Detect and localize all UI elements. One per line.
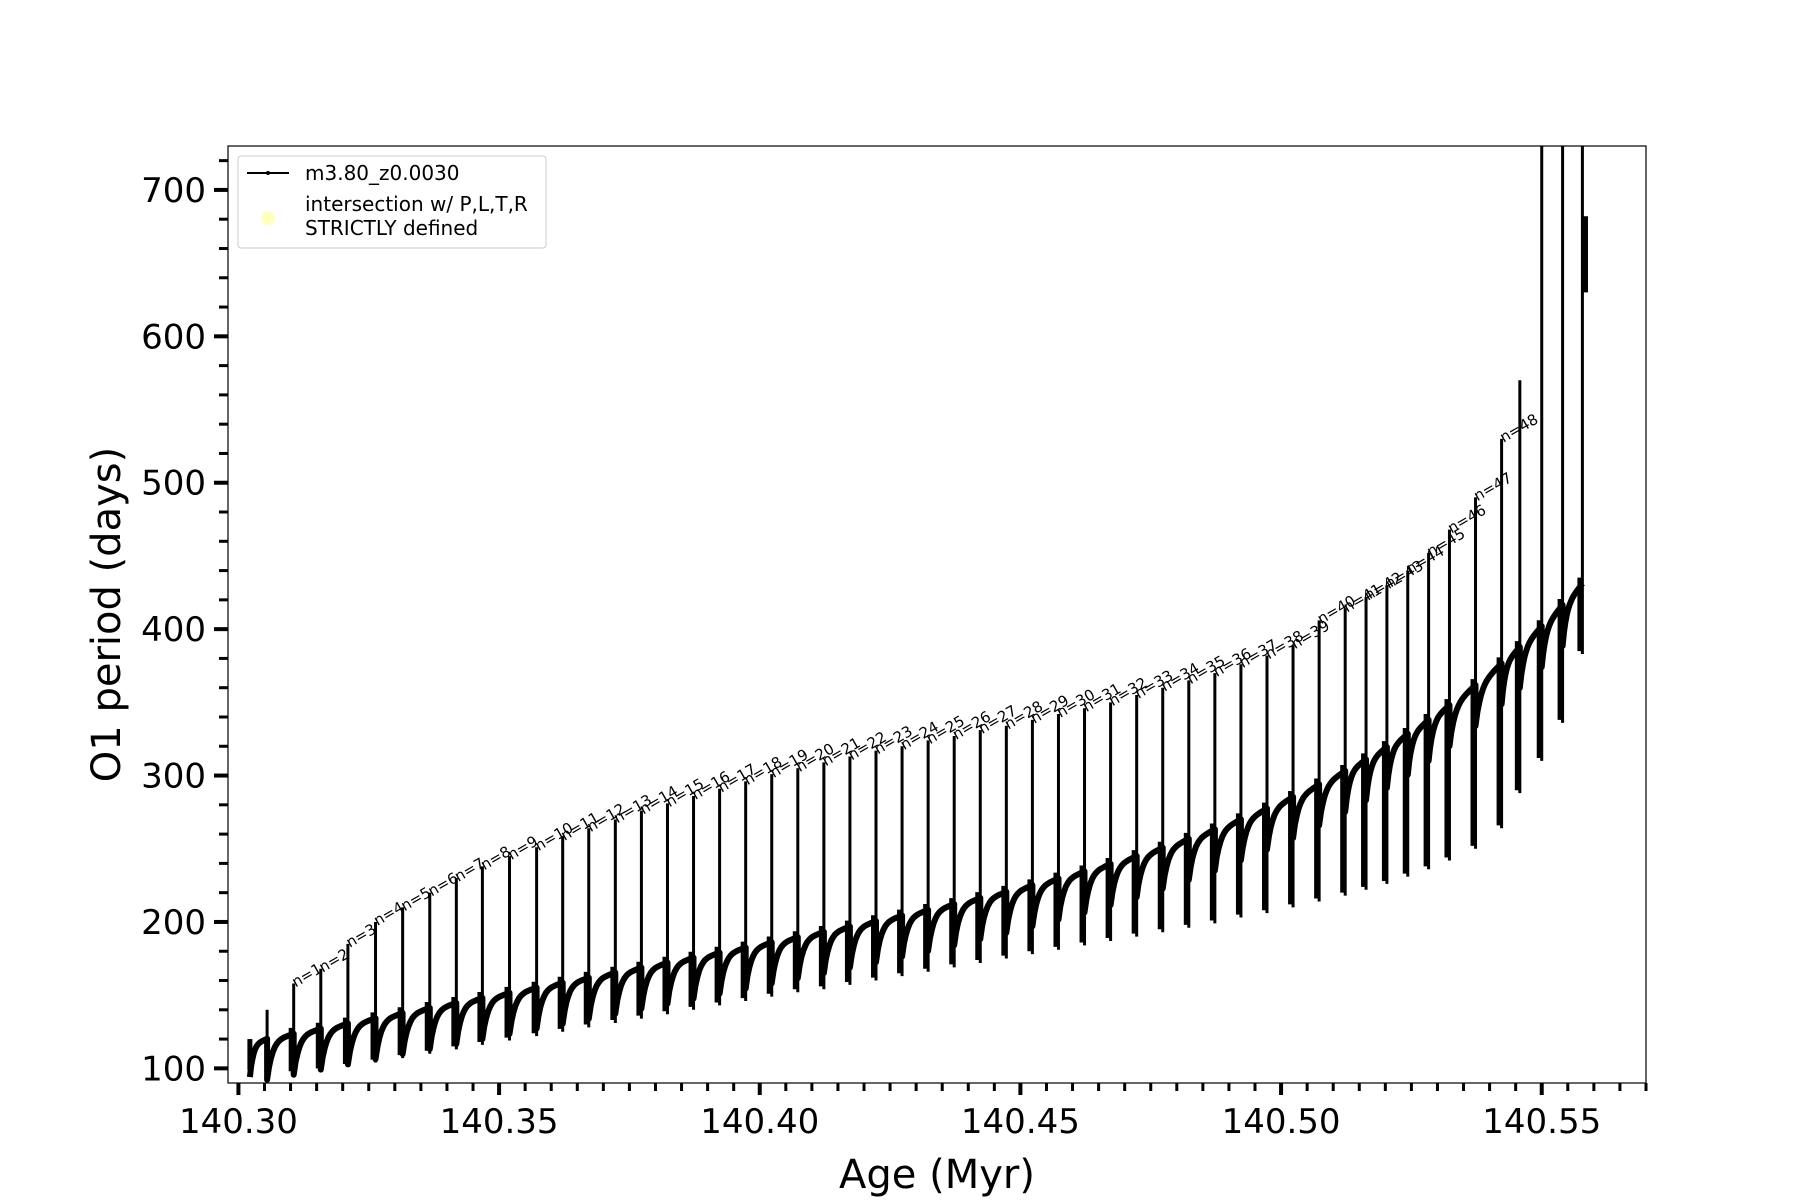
x-axis-label: Age (Myr) — [839, 1152, 1035, 1198]
x-tick-label: 140.30 — [179, 1102, 298, 1142]
y-tick-label: 200 — [141, 903, 206, 943]
y-tick-label: 100 — [141, 1049, 206, 1089]
legend-box — [237, 155, 547, 249]
plot-frame — [227, 145, 1647, 1084]
legend-line-dot-marker — [266, 171, 270, 175]
legend: m3.80_z0.0030 intersection w/ P,L,T,R ST… — [237, 155, 547, 249]
legend-entry-intersection-line1: intersection w/ P,L,T,R — [305, 192, 528, 216]
legend-circle-marker — [261, 211, 275, 225]
legend-entry-intersection-line2: STRICTLY defined — [305, 216, 478, 240]
legend-entry-series: m3.80_z0.0030 — [305, 161, 460, 185]
y-tick-label: 300 — [141, 757, 206, 797]
x-tick-label: 140.40 — [700, 1102, 819, 1142]
y-tick-label: 500 — [141, 464, 206, 504]
x-tick-label: 140.50 — [1222, 1102, 1341, 1142]
y-axis-label: O1 period (days) — [84, 447, 130, 782]
y-tick-label: 700 — [141, 171, 206, 211]
axis-ticks: 140.30 140.35 140.40 140.45 140.50 140.55 100 2… — [141, 159, 1648, 1142]
x-tick-label: 140.35 — [440, 1102, 559, 1142]
y-tick-label: 400 — [141, 610, 206, 650]
x-tick-label: 140.55 — [1482, 1102, 1601, 1142]
y-tick-label: 600 — [141, 317, 206, 357]
x-tick-label: 140.45 — [961, 1102, 1080, 1142]
